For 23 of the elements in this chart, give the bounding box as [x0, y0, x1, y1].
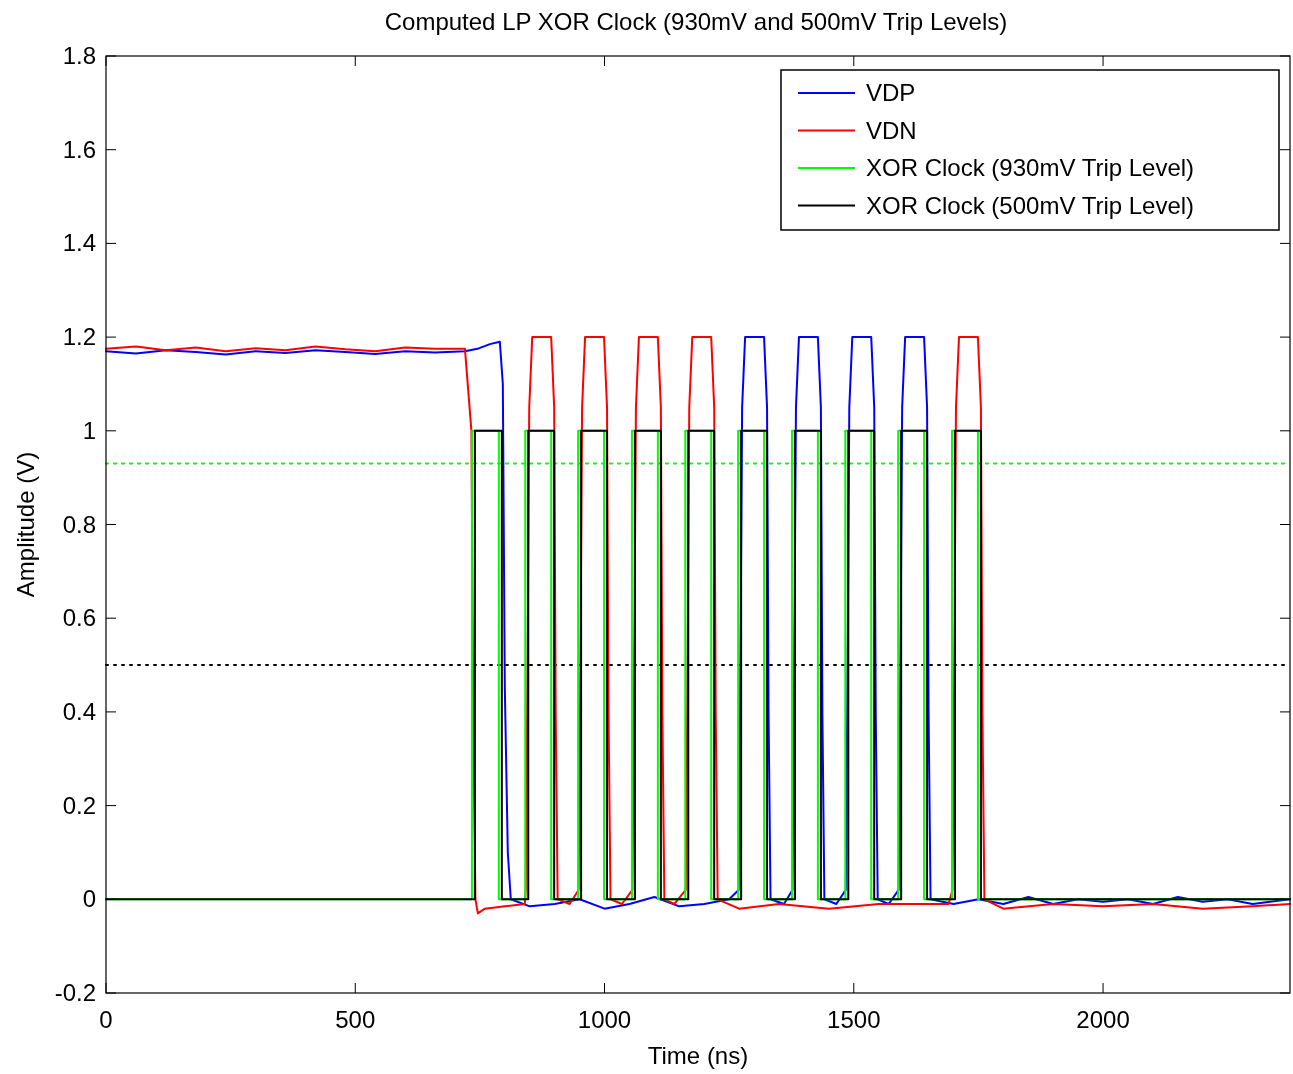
y-tick-label: 0.8: [62, 510, 96, 538]
y-tick-label: 0.6: [62, 604, 96, 632]
y-tick-label: 1: [82, 416, 96, 444]
y-tick-label: 1.4: [62, 229, 96, 257]
x-tick-label: 1000: [577, 1006, 632, 1033]
x-tick-label: 0: [99, 1006, 113, 1033]
y-tick-label: 1.8: [62, 42, 96, 69]
y-axis-title: Amplitude (V): [12, 451, 39, 598]
legend-label: XOR Clock (930mV Trip Level): [866, 154, 1195, 181]
legend-label: VDN: [866, 116, 917, 144]
chart-title: Computed LP XOR Clock (930mV and 500mV Trip Levels): [384, 8, 1008, 35]
x-axis-title: Time (ns): [647, 1042, 749, 1069]
y-tick-label: 0: [82, 885, 96, 913]
y-tick-label: -0.2: [54, 979, 96, 1006]
legend-label: XOR Clock (500mV Trip Level): [866, 191, 1195, 219]
x-tick-label: 1500: [827, 1006, 881, 1033]
x-tick-label: 2000: [1076, 1006, 1130, 1033]
y-tick-label: 0.4: [62, 697, 96, 725]
y-tick-label: 1.2: [62, 323, 96, 351]
y-tick-label: 0.2: [62, 791, 96, 819]
x-tick-label: 500: [335, 1006, 376, 1033]
y-tick-label: 1.6: [62, 135, 96, 163]
legend-label: VDP: [866, 79, 916, 106]
